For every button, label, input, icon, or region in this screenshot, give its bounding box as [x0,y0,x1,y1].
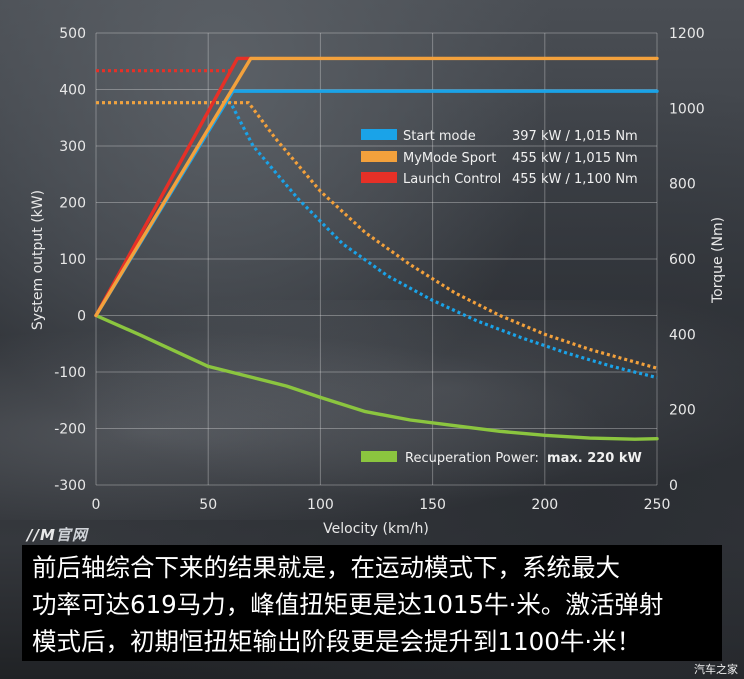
legend-label-recuperation: Recuperation Power: max. 220 kW [405,451,642,466]
recuperation-value: max. 220 kW [547,451,642,466]
x-tick-label-4: 200 [531,497,558,513]
series-torque-3 [96,101,658,380]
brand-logo: //M官网 [27,524,88,545]
x-tick-label-2: 100 [307,497,334,513]
x-axis-label: Velocity (km/h) [323,521,429,537]
y-left-tick-label-1: 400 [59,83,86,99]
legend-label-launch-control: Launch Control [403,172,501,187]
legend: Start mode 397 kW / 1,015 Nm MyMode Spor… [361,129,642,466]
power-torque-chart: 0 50 100 150 200 2505004003002001000-100-200-… [30,26,726,537]
series-power-0 [94,89,659,318]
legend-swatch-mymode-sport [361,151,397,162]
legend-swatch-recuperation [361,451,397,462]
legend-label-start-mode: Start mode [403,129,476,144]
series-layer [94,56,659,441]
brand-logo-text: 官网 [55,526,88,544]
legend-value-mymode-sport: 455 kW / 1,015 Nm [512,151,638,166]
y-left-tick-label-3: 200 [59,196,86,212]
x-tick-label-1: 50 [199,497,217,513]
y-right-tick-label-6: 0 [669,478,678,494]
series-torque-4 [96,101,658,370]
y-right-tick-label-1: 1000 [669,101,705,117]
series-power-1 [94,56,659,318]
y-left-tick-label-2: 300 [59,139,86,155]
y-left-tick-label-5: 0 [77,309,86,325]
y-axis-left-label: System output (kW) [30,190,46,330]
series-power-6 [94,313,659,441]
x-tick-label-0: 0 [92,497,101,513]
y-right-tick-label-2: 800 [669,177,696,193]
watermark: 汽车之家 [694,663,738,676]
y-left-tick-label-4: 100 [59,252,86,268]
legend-value-start-mode: 397 kW / 1,015 Nm [512,129,638,144]
legend-label-mymode-sport: MyMode Sport [403,151,496,166]
brand-logo-mark: //M [27,526,56,544]
legend-swatch-launch-control [361,172,397,183]
y-right-tick-label-0: 1200 [669,26,705,42]
tick-labels: 0 50 100 150 200 2505004003002001000-100-200-… [54,26,704,513]
y-left-tick-label-8: -300 [54,478,86,494]
caption-text: 前后轴综合下来的结果就是，在运动模式下，系统最大 功率可达619马力，峰值扭矩更… [22,545,722,661]
y-right-tick-label-4: 400 [669,327,696,343]
y-right-tick-label-5: 200 [669,403,696,419]
x-tick-label-3: 150 [419,497,446,513]
y-left-tick-label-7: -200 [54,422,86,438]
legend-value-launch-control: 455 kW / 1,100 Nm [512,172,638,187]
legend-swatch-start-mode [361,129,397,140]
y-left-tick-label-0: 500 [59,26,86,42]
recuperation-label: Recuperation Power: [405,451,539,466]
y-axis-right-label: Torque (Nm) [710,217,726,304]
x-tick-label-5: 250 [644,497,671,513]
y-right-tick-label-3: 600 [669,252,696,268]
grid [95,32,658,486]
series-power-2 [94,56,253,318]
y-left-tick-label-6: -100 [54,365,86,381]
